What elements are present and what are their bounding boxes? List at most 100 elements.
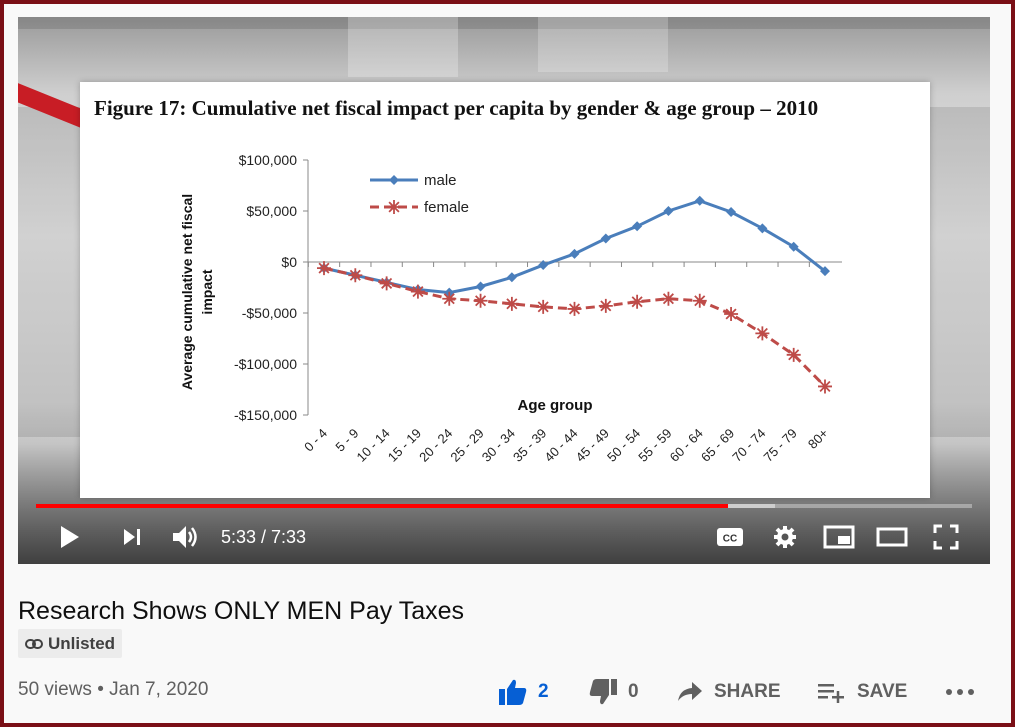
share-icon — [678, 682, 702, 701]
settings-button[interactable] — [771, 512, 799, 562]
upload-date: Jan 7, 2020 — [109, 679, 209, 700]
progress-bar[interactable] — [36, 504, 972, 508]
data-point-female — [818, 379, 832, 394]
badge-label: Unlisted — [48, 633, 116, 653]
data-point-male — [663, 206, 674, 216]
data-point-male — [788, 241, 799, 252]
skip-next-icon — [124, 529, 140, 545]
y-tick-label: $0 — [281, 254, 297, 270]
x-tick-label: 75 - 79 — [761, 426, 800, 465]
volume-icon — [173, 526, 197, 548]
y-tick-label: -$100,000 — [234, 356, 297, 372]
x-tick-label: 25 - 29 — [447, 426, 486, 465]
data-point-male — [632, 221, 643, 232]
chart-title: Figure 17: Cumulative net fiscal impact … — [94, 96, 819, 120]
x-tick-label: 40 - 44 — [541, 426, 580, 465]
x-tick-label: 50 - 54 — [604, 426, 643, 465]
x-tick-label: 80+ — [805, 426, 831, 452]
add-to-playlist-icon — [818, 684, 844, 703]
play-icon — [61, 526, 79, 548]
link-icon — [25, 638, 43, 649]
x-tick-label: 30 - 34 — [479, 426, 518, 465]
miniplayer-button[interactable] — [822, 512, 856, 562]
y-axis-label: Average cumulative net fiscal impact — [179, 194, 215, 390]
miniplayer-icon — [823, 525, 855, 549]
data-point-female — [504, 296, 519, 311]
video-title: Research Shows ONLY MEN Pay Taxes — [18, 597, 465, 625]
data-point-male — [757, 223, 768, 234]
view-count: 50 views — [18, 679, 92, 700]
y-tick-label: -$50,000 — [242, 305, 297, 321]
like-button[interactable]: 2 — [498, 672, 549, 712]
dislike-button[interactable]: 0 — [588, 672, 639, 712]
data-point-male — [506, 272, 517, 283]
data-point-male — [600, 233, 611, 244]
gear-icon — [774, 526, 796, 548]
legend-marker-female — [387, 200, 401, 214]
x-tick-label: 45 - 49 — [573, 426, 612, 465]
data-point-female — [598, 298, 613, 313]
background-ceiling — [18, 17, 990, 29]
time-display: 5:33 / 7:33 — [221, 527, 307, 547]
data-point-female — [473, 293, 488, 308]
captions-button[interactable]: CC — [715, 512, 745, 562]
y-tick-label: $50,000 — [246, 203, 297, 219]
data-point-male — [538, 260, 549, 271]
thumbs-up-icon — [499, 679, 527, 705]
captions-icon: CC — [717, 528, 743, 546]
x-tick-label: 15 - 19 — [385, 426, 424, 465]
data-point-female — [755, 326, 770, 341]
x-tick-label: 60 - 64 — [667, 426, 706, 465]
share-button[interactable]: SHARE — [676, 672, 781, 712]
data-point-male — [475, 281, 486, 292]
video-player[interactable]: Figure 17: Cumulative net fiscal impact … — [18, 17, 990, 564]
volume-button[interactable] — [168, 512, 202, 562]
x-tick-label: 10 - 14 — [354, 426, 393, 465]
save-button[interactable]: SAVE — [817, 672, 907, 712]
captions-label: CC — [723, 534, 737, 545]
y-tick-label: -$150,000 — [234, 407, 297, 423]
data-point-female — [630, 294, 645, 309]
data-point-female — [567, 301, 582, 316]
x-tick-label: 65 - 69 — [698, 426, 737, 465]
legend-label-male: male — [424, 172, 457, 189]
share-label: SHARE — [714, 681, 781, 702]
x-tick-label: 35 - 39 — [510, 426, 549, 465]
thumbs-down-icon — [589, 679, 617, 705]
save-label: SAVE — [857, 681, 908, 702]
x-tick-label: 20 - 24 — [416, 426, 455, 465]
player-controls: 5:33 / 7:33 CC — [18, 512, 990, 562]
legend-marker-male — [389, 175, 399, 185]
meta-separator: • — [97, 679, 104, 700]
data-point-female — [724, 307, 739, 322]
chart-slide: Figure 17: Cumulative net fiscal impact … — [80, 82, 930, 498]
background-beam — [538, 17, 668, 72]
theater-mode-button[interactable] — [874, 512, 910, 562]
like-count: 2 — [538, 681, 549, 702]
background-wall-left — [18, 107, 80, 437]
fullscreen-button[interactable] — [931, 512, 961, 562]
dislike-count: 0 — [628, 681, 639, 702]
series-line-female — [323, 266, 827, 388]
more-actions-button[interactable] — [945, 672, 975, 712]
data-point-female — [786, 347, 801, 362]
theater-mode-icon — [876, 527, 908, 547]
more-horizontal-icon — [946, 689, 974, 695]
next-button[interactable] — [118, 512, 146, 562]
x-tick-label: 70 - 74 — [729, 426, 768, 465]
data-point-female — [692, 293, 707, 308]
y-tick-label: $100,000 — [239, 152, 298, 168]
data-point-female — [442, 291, 457, 306]
play-button[interactable] — [54, 512, 86, 562]
data-point-female — [348, 268, 363, 283]
background-beam — [348, 17, 458, 77]
unlisted-badge: Unlisted — [18, 629, 123, 658]
video-meta: 50 views • Jan 7, 2020 — [18, 679, 208, 701]
fullscreen-icon — [933, 524, 959, 550]
data-point-female — [536, 299, 551, 314]
data-point-female — [317, 261, 331, 276]
data-point-male — [820, 266, 830, 277]
data-point-female — [379, 276, 394, 291]
series-line-male — [323, 199, 826, 295]
x-tick-label: 0 - 4 — [301, 426, 330, 455]
